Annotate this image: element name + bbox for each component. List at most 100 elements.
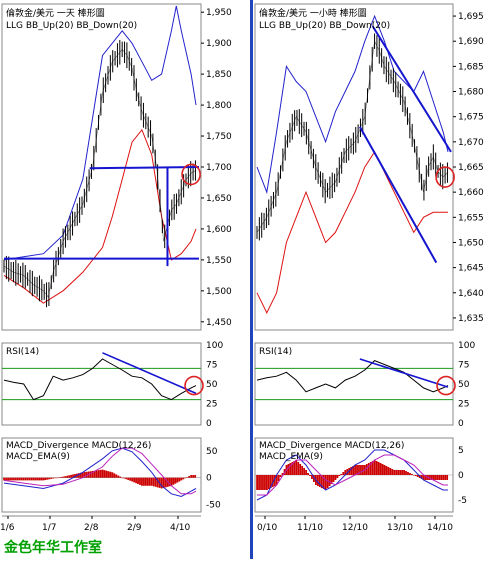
macd-hist-bar — [287, 464, 290, 475]
macd-hist-bar — [194, 475, 197, 478]
macd-tick-label: 0 — [458, 471, 464, 481]
macd-hist-bar — [150, 477, 153, 486]
macd-hist-bar — [58, 477, 61, 478]
macd-hist-bar — [350, 467, 353, 475]
macd-hist-bar — [311, 475, 313, 479]
price-tick-label: 1,850 — [206, 70, 232, 80]
macd-hist-bar — [80, 472, 82, 478]
macd-hist-bar — [256, 475, 258, 490]
x-tick-label: 2/8 — [84, 523, 99, 533]
rsi-tick-label: 0 — [458, 419, 464, 429]
macd-hist-bar — [154, 477, 157, 487]
price-tick-label: 1,660 — [458, 188, 484, 198]
macd-hist-bar — [72, 474, 74, 478]
rsi-panel-frame — [1, 342, 202, 426]
macd-hist-bar — [424, 475, 427, 480]
price-tick-label: 1,700 — [206, 163, 232, 173]
macd-hist-bar — [152, 477, 155, 487]
macd-hist-bar — [93, 470, 96, 478]
macd-tick-label: -5 — [458, 496, 467, 506]
price-tick-label: 1,685 — [458, 62, 484, 72]
macd-hist-bar — [143, 477, 145, 486]
macd-hist-bar — [74, 474, 76, 478]
macd-hist-bar — [129, 477, 132, 481]
macd-hist-bar — [360, 465, 362, 475]
macd-hist-bar — [405, 471, 407, 475]
macd-hist-bar — [91, 470, 94, 478]
rsi-trend-line — [359, 358, 449, 388]
rsi-tick-label: 100 — [458, 341, 475, 351]
price-panel-frame — [254, 3, 454, 331]
macd-hist-bar — [444, 475, 447, 480]
macd-hist-bar — [125, 477, 128, 480]
macd-hist-bar — [168, 477, 171, 487]
macd-hist-bar — [121, 477, 124, 479]
macd-hist-bar — [109, 471, 112, 478]
x-tick-label: 1/6 — [0, 523, 15, 533]
x-tick-label: 1/7 — [42, 523, 56, 533]
macd-hist-bar — [383, 465, 386, 475]
bb-up-line — [256, 14, 449, 195]
macd-hist-bar — [182, 477, 185, 480]
macd-hist-bar — [440, 475, 443, 480]
macd-hist-bar — [301, 466, 304, 475]
macd-hist-bar — [313, 475, 315, 482]
price-tick-label: 1,900 — [206, 39, 232, 49]
macd-hist-bar — [362, 465, 364, 475]
macd-hist-bar — [170, 477, 173, 486]
macd-hist-bar — [430, 475, 433, 480]
macd-hist-bar — [188, 476, 191, 478]
macd-hist-bar — [137, 477, 139, 485]
macd-hist-bar — [432, 475, 435, 480]
macd-tick-label: 50 — [206, 447, 218, 457]
macd-hist-bar — [22, 477, 25, 481]
macd-hist-bar — [297, 462, 300, 475]
highlight-circle — [435, 166, 455, 188]
macd-hist-bar — [309, 475, 311, 476]
macd-hist-bar — [40, 477, 43, 481]
macd-hist-bar — [277, 475, 280, 481]
macd-hist-bar — [381, 464, 384, 475]
macd-hist-bar — [83, 472, 86, 478]
macd-ema-label: MACD_EMA(9) — [259, 452, 323, 462]
macd-hist-bar — [66, 475, 69, 478]
price-bars — [256, 33, 448, 241]
macd-hist-bar — [356, 465, 358, 475]
price-tick-label: 1,650 — [458, 238, 484, 248]
macd-hist-bar — [60, 476, 63, 478]
macd-hist-bar — [11, 477, 13, 481]
macd-hist-bar — [28, 477, 31, 481]
rsi-line — [3, 358, 197, 401]
macd-hist-bar — [395, 470, 398, 475]
macd-hist-bar — [145, 477, 147, 486]
macd-hist-bar — [180, 477, 183, 481]
macd-hist-bar — [389, 468, 392, 475]
x-tick-label: 0/10 — [257, 523, 277, 533]
macd-hist-bar — [412, 475, 415, 476]
macd-hist-bar — [52, 477, 55, 479]
macd-hist-bar — [346, 469, 349, 475]
price-tick-label: 1,645 — [458, 264, 484, 274]
macd-hist-bar — [119, 476, 122, 478]
macd-hist-bar — [99, 469, 102, 478]
macd-hist-bar — [442, 475, 445, 480]
rsi-tick-label: 25 — [458, 400, 469, 410]
macd-hist-bar — [399, 470, 402, 475]
price-tick-label: 1,950 — [206, 8, 232, 18]
macd-hist-bar — [70, 474, 72, 478]
macd-hist-bar — [422, 475, 425, 480]
macd-hist-bar — [385, 466, 388, 475]
macd-hist-bar — [81, 472, 84, 478]
macd-hist-bar — [391, 469, 394, 475]
macd-hist-bar — [264, 475, 266, 490]
macd-hist-bar — [403, 470, 405, 475]
macd-hist-bar — [64, 476, 67, 478]
price-tick-label: 1,690 — [458, 37, 484, 47]
price-tick-label: 1,655 — [458, 213, 484, 223]
macd-hist-bar — [127, 477, 130, 480]
macd-hist-bar — [416, 475, 419, 477]
price-tick-label: 1,600 — [206, 225, 232, 235]
macd-hist-bar — [131, 477, 134, 482]
macd-hist-bar — [318, 475, 321, 487]
